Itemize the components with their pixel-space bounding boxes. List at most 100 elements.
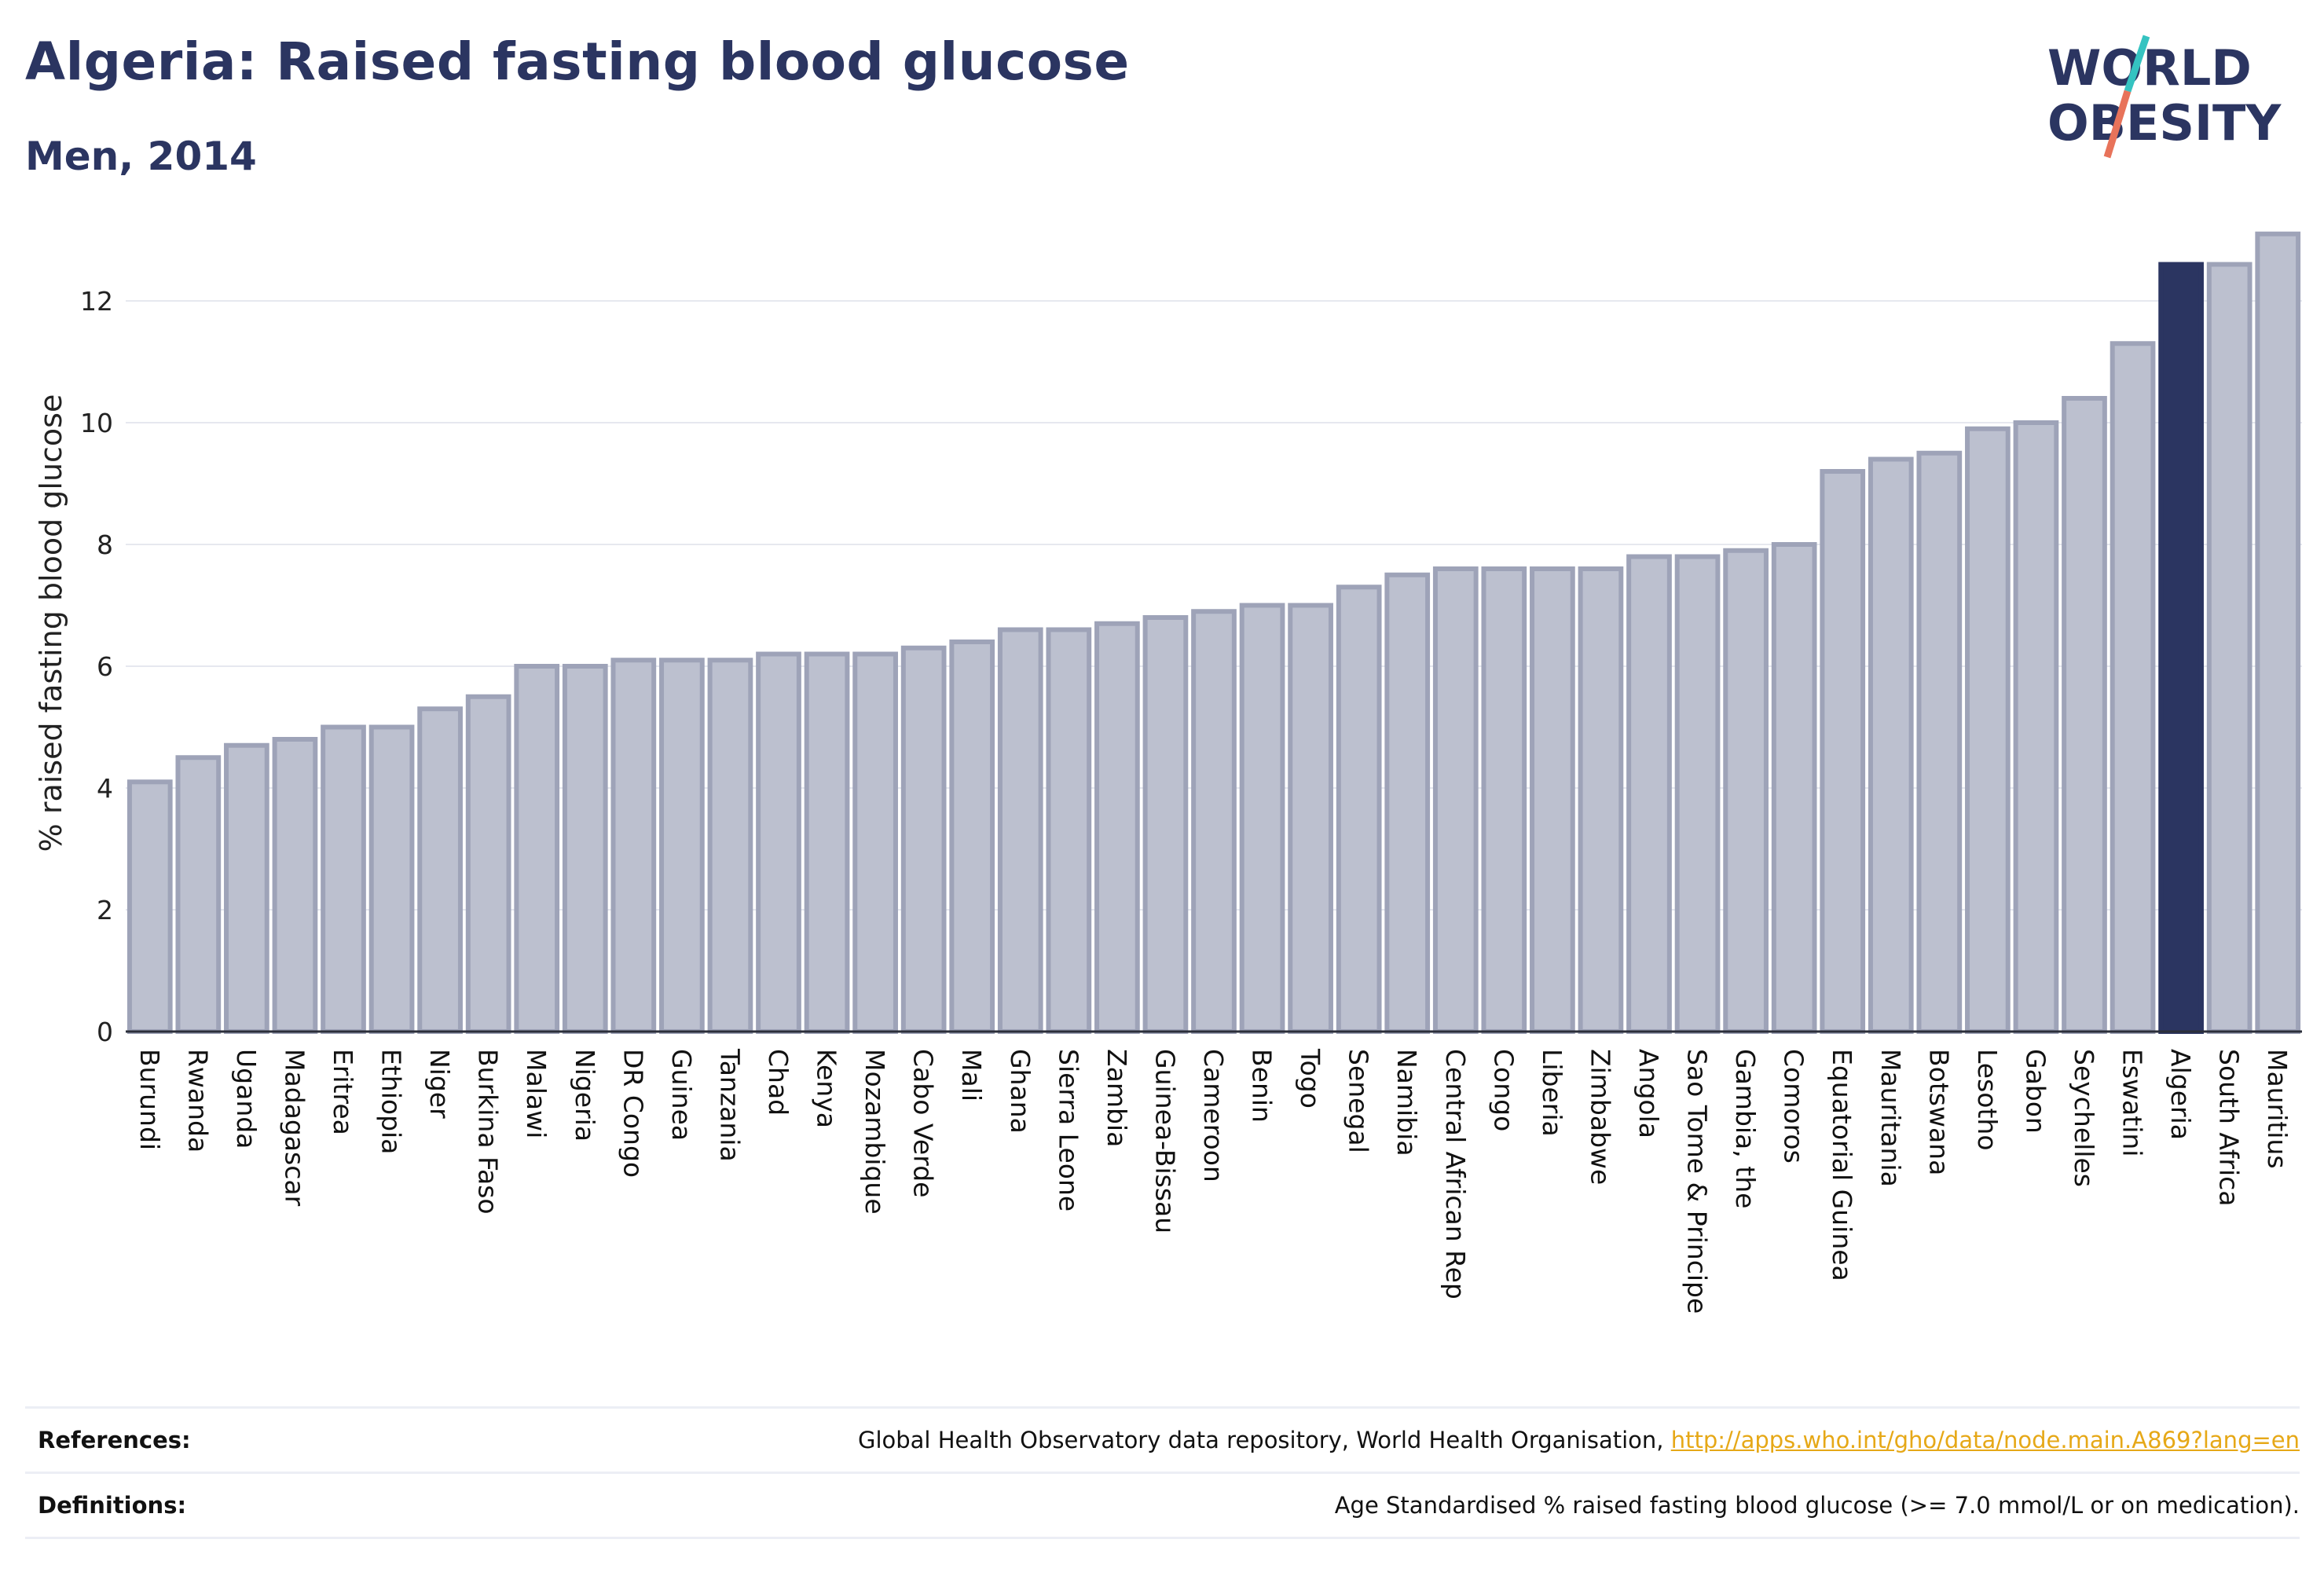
x-tick-label: Mali xyxy=(956,1049,987,1101)
bar-algeria xyxy=(2158,262,2204,1034)
x-tick-label: Equatorial Guinea xyxy=(1827,1049,1857,1281)
y-tick-label: 4 xyxy=(97,773,113,804)
bar-mali xyxy=(949,640,995,1034)
bar-liberia xyxy=(1530,566,1575,1034)
references-link[interactable]: http://apps.who.int/gho/data/node.main.A… xyxy=(1670,1427,2300,1453)
bar-comoros xyxy=(1771,542,1817,1034)
x-tick-label: Kenya xyxy=(812,1049,842,1128)
bar-seychelles xyxy=(2062,396,2107,1034)
bar-central-african-rep xyxy=(1432,566,1479,1034)
references-value: Global Health Observatory data repositor… xyxy=(858,1427,2300,1453)
x-tick-label: Mauritania xyxy=(1875,1049,1906,1187)
x-tick-label: Ethiopia xyxy=(376,1049,407,1154)
x-tick-label: Angola xyxy=(1633,1049,1664,1138)
definitions-value: Age Standardised % raised fasting blood … xyxy=(1334,1492,2300,1519)
bar-nigeria xyxy=(562,664,608,1034)
y-tick-label: 0 xyxy=(97,1017,113,1047)
bar-cameroon xyxy=(1191,609,1237,1034)
bar-equatorial-guinea xyxy=(1820,469,1866,1034)
x-tick-label: Cameroon xyxy=(1198,1049,1229,1182)
bar-eritrea xyxy=(321,724,366,1034)
x-tick-label: Comoros xyxy=(1779,1049,1809,1164)
bar-chad xyxy=(756,651,801,1034)
bar-sierra-leone xyxy=(1046,627,1092,1034)
x-tick-label: Gabon xyxy=(2020,1049,2051,1134)
bar-guinea-bissau xyxy=(1142,615,1189,1034)
bar-mauritania xyxy=(1868,456,1914,1034)
bar-eswatini xyxy=(2110,341,2156,1034)
bar-niger xyxy=(417,706,463,1034)
bar-dr-congo xyxy=(610,658,657,1034)
x-tick-label: Botswana xyxy=(1923,1049,1954,1175)
y-tick-label: 6 xyxy=(97,651,113,682)
bar-tanzania xyxy=(707,658,753,1034)
bar-chart: 0 2 4 6 8 10 12 Burundi Rwanda Uganda Madagascar E… xyxy=(34,231,2302,1314)
x-tick-label: Sao Tome & Principe xyxy=(1682,1049,1713,1314)
x-tick-label: Guinea-Bissau xyxy=(1149,1049,1180,1233)
bar-malawi xyxy=(514,664,560,1034)
x-tick-label: DR Congo xyxy=(618,1049,648,1178)
bar-madagascar xyxy=(272,737,318,1034)
x-tick-label: Algeria xyxy=(2165,1049,2196,1140)
references-label: References: xyxy=(38,1427,191,1453)
bar-botswana xyxy=(1916,450,1963,1034)
x-tick-label: Gambia, the xyxy=(1730,1049,1761,1208)
x-tick-label: Mozambique xyxy=(860,1049,890,1215)
bar-lesotho xyxy=(1965,426,2011,1034)
logo-slash-teal xyxy=(2124,35,2150,93)
bar-gabon xyxy=(2013,420,2059,1034)
bar-sao-tome-principe xyxy=(1674,554,1721,1034)
x-tick-label: Malawi xyxy=(521,1049,552,1138)
bar-zambia xyxy=(1094,621,1140,1034)
bar-congo xyxy=(1481,566,1527,1034)
y-axis-title: % raised fasting blood glucose xyxy=(34,394,68,852)
bar-gambia-the xyxy=(1723,548,1769,1034)
logo-line2: OBESITY xyxy=(2047,94,2282,152)
y-tick-label: 8 xyxy=(97,530,113,560)
references-text: Global Health Observatory data repositor… xyxy=(857,1427,1671,1453)
x-tick-label: Nigeria xyxy=(570,1049,600,1142)
y-tick-label: 2 xyxy=(97,895,113,925)
x-tick-label: Zambia xyxy=(1102,1049,1132,1147)
x-tick-label: Guinea xyxy=(666,1049,697,1141)
x-tick-label: Chad xyxy=(763,1049,794,1116)
x-tick-label: Senegal xyxy=(1343,1049,1374,1153)
logo-line1: WORLD xyxy=(2047,39,2252,97)
x-tick-label: Madagascar xyxy=(279,1049,310,1207)
x-tick-label: South Africa xyxy=(2214,1049,2245,1207)
bar-senegal xyxy=(1336,585,1382,1034)
chart-subtitle: Men, 2014 xyxy=(25,134,257,179)
x-tick-label: Zimbabwe xyxy=(1585,1049,1615,1185)
x-tick-label: Burkina Faso xyxy=(473,1049,504,1215)
logo-slash-red xyxy=(2103,90,2132,159)
world-obesity-logo: WORLD OBESITY xyxy=(2047,35,2282,159)
x-tick-label: Eritrea xyxy=(328,1049,358,1135)
x-tick-label: Burundi xyxy=(134,1049,165,1150)
x-tick-label: Uganda xyxy=(231,1049,262,1149)
x-tick-label: Ghana xyxy=(1005,1049,1036,1134)
x-tick-label: Mauritius xyxy=(2262,1049,2293,1169)
x-tick-label: Seychelles xyxy=(2069,1049,2099,1187)
bar-kenya xyxy=(804,651,850,1034)
x-tick-label: Rwanda xyxy=(182,1049,213,1153)
x-tick-label: Namibia xyxy=(1391,1049,1422,1156)
definitions-label: Definitions: xyxy=(38,1492,187,1519)
x-tick-label: Eswatini xyxy=(2117,1049,2148,1156)
axes: 0 2 4 6 8 10 12 xyxy=(80,286,2302,1047)
category-labels: Burundi Rwanda Uganda Madagascar Eritrea Ethi… xyxy=(134,1048,2293,1314)
bar-angola xyxy=(1626,554,1672,1034)
bar-ghana xyxy=(997,627,1043,1034)
bar-burkina-faso xyxy=(465,694,511,1034)
chart-title: Algeria: Raised fasting blood glucose xyxy=(25,31,1130,92)
bar-benin xyxy=(1239,603,1285,1034)
x-tick-label: Togo xyxy=(1295,1048,1325,1109)
bar-mozambique xyxy=(852,651,898,1034)
x-tick-label: Lesotho xyxy=(1972,1049,2003,1151)
x-tick-label: Central African Rep xyxy=(1440,1049,1471,1299)
x-tick-label: Tanzania xyxy=(714,1048,745,1162)
definitions-row: Definitions: Age Standardised % raised f… xyxy=(25,1472,2300,1539)
bar-guinea xyxy=(659,658,705,1034)
bar-namibia xyxy=(1384,572,1431,1034)
bar-togo xyxy=(1288,603,1333,1034)
bar-zimbabwe xyxy=(1578,566,1624,1034)
